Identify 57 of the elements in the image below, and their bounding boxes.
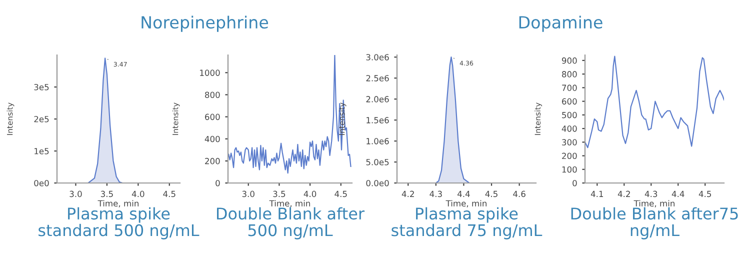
y-tick-label: 600 — [562, 98, 577, 105]
x-axis-title: Time, min — [98, 200, 138, 208]
x-tick-label: 3.5 — [273, 190, 286, 198]
y-tick-label: 2.5e6 — [366, 75, 389, 82]
y-tick-label: 800 — [562, 71, 577, 78]
x-tick-label: 4.5 — [334, 190, 347, 198]
x-axis-title: Time, min — [446, 200, 486, 208]
chart-title: Dopamine — [519, 16, 602, 32]
text: Double Blank after75 ng/mL — [571, 207, 738, 240]
y-tick-label: 800 — [205, 92, 220, 98]
y-tick-label: 700 — [562, 84, 577, 91]
x-tick-label: 4.5 — [485, 190, 498, 198]
y-tick-label: 3.0e6 — [366, 54, 389, 60]
y-tick-label: 900 — [562, 57, 577, 64]
y-tick-label: 300 — [562, 139, 577, 146]
y-tick-label: 600 — [205, 114, 220, 120]
y-tick-label: 0 — [216, 180, 220, 186]
x-tick-label: 4.5 — [698, 190, 712, 198]
x-tick-label: 4.5 — [163, 190, 176, 198]
y-tick-label: 5.0e5 — [366, 159, 389, 166]
y-tick-label: 3e5 — [34, 84, 49, 90]
x-tick-label: 4.0 — [132, 190, 144, 198]
x-tick-label: 4.0 — [304, 190, 316, 198]
x-tick-label: 4.3 — [644, 190, 658, 198]
y-tick-label: 1.5e6 — [366, 117, 389, 124]
y-tick-label: 0e0 — [34, 180, 49, 186]
text: Double Blank after 500 ng/mL — [217, 207, 365, 240]
x-tick-label: 4.3 — [430, 190, 442, 198]
text: Plasma spike standard 500 ng/mL — [38, 207, 200, 240]
y-tick-label: 0.0e0 — [366, 180, 389, 186]
x-tick-label: 4.2 — [402, 190, 414, 197]
y-tick-label: 400 — [204, 136, 220, 142]
y-tick-label: 2e5 — [34, 116, 49, 122]
text: Plasma spike standard 75 ng/mL — [392, 207, 542, 240]
y-tick-label: 100 — [562, 166, 577, 173]
x-tick-label: 4.4 — [458, 190, 470, 197]
y-tick-label: 400 — [562, 126, 577, 132]
x-axis-title: Time, min — [269, 200, 310, 208]
chart-title: Norepinephrine — [142, 16, 268, 32]
x-axis-title: Time, min — [634, 200, 674, 208]
x-tick-label: 4.4 — [672, 190, 684, 197]
y-tick-label: 0 — [572, 180, 577, 186]
x-tick-label: 4.6 — [513, 190, 526, 198]
y-tick-label: 1.0e6 — [366, 138, 389, 144]
x-tick-label: 4.2 — [618, 190, 630, 197]
x-tick-label: 4.1 — [590, 190, 604, 197]
x-tick-label: 3.0 — [70, 190, 82, 198]
x-tick-label: 3.5 — [100, 190, 113, 198]
line-series — [228, 55, 352, 174]
line-series — [585, 56, 724, 148]
y-tick-label: 200 — [562, 152, 577, 160]
y-tick-label: 500 — [562, 112, 577, 118]
y-tick-label: 200 — [205, 158, 220, 164]
x-tick-label: 3.0 — [242, 190, 254, 198]
y-tick-label: 1000 — [200, 70, 220, 76]
y-tick-label: 2.0e6 — [366, 96, 389, 102]
y-tick-label: 1e5 — [34, 148, 49, 154]
